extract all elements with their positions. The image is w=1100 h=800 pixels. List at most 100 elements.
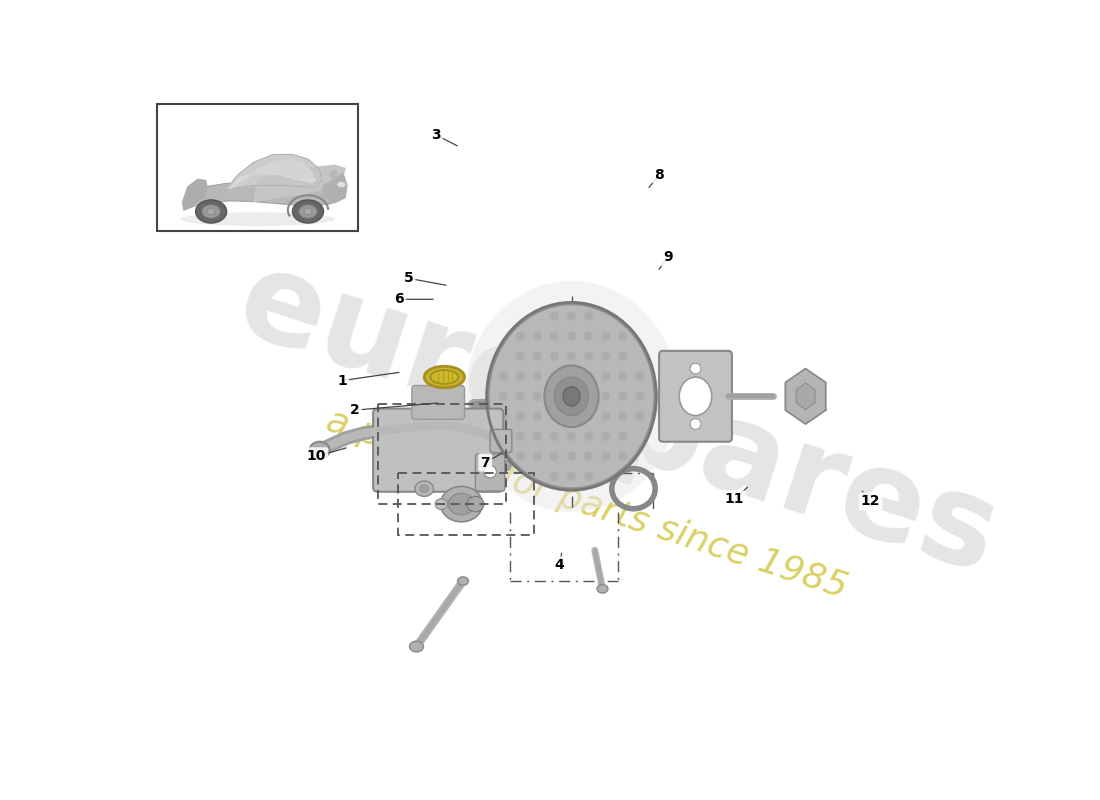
Ellipse shape xyxy=(618,452,627,461)
Text: 4: 4 xyxy=(554,558,564,572)
Circle shape xyxy=(690,418,701,430)
Ellipse shape xyxy=(618,392,627,401)
Ellipse shape xyxy=(618,412,627,421)
Ellipse shape xyxy=(566,472,576,481)
Ellipse shape xyxy=(566,412,576,421)
FancyBboxPatch shape xyxy=(659,351,732,442)
Ellipse shape xyxy=(419,485,429,493)
Ellipse shape xyxy=(498,392,508,401)
Polygon shape xyxy=(785,369,826,424)
Bar xyxy=(398,474,534,535)
Ellipse shape xyxy=(566,312,576,321)
Ellipse shape xyxy=(550,312,559,321)
Ellipse shape xyxy=(516,352,525,361)
Ellipse shape xyxy=(584,472,593,481)
Ellipse shape xyxy=(516,432,525,441)
Ellipse shape xyxy=(584,352,593,361)
Ellipse shape xyxy=(618,432,627,441)
Ellipse shape xyxy=(566,392,576,401)
Ellipse shape xyxy=(566,352,576,361)
Ellipse shape xyxy=(601,392,610,401)
Ellipse shape xyxy=(618,372,627,381)
Ellipse shape xyxy=(601,412,610,421)
Ellipse shape xyxy=(532,412,542,421)
Ellipse shape xyxy=(532,392,542,401)
Ellipse shape xyxy=(679,377,712,415)
Ellipse shape xyxy=(584,412,593,421)
Ellipse shape xyxy=(449,494,474,515)
Ellipse shape xyxy=(516,332,525,341)
Ellipse shape xyxy=(566,432,576,441)
Ellipse shape xyxy=(497,460,512,471)
Polygon shape xyxy=(330,170,338,179)
Ellipse shape xyxy=(516,372,525,381)
Text: 6: 6 xyxy=(395,292,404,306)
Polygon shape xyxy=(240,159,315,186)
Ellipse shape xyxy=(550,372,559,381)
Ellipse shape xyxy=(544,366,598,427)
Ellipse shape xyxy=(532,372,542,381)
Ellipse shape xyxy=(584,312,593,321)
Bar xyxy=(377,404,506,504)
FancyBboxPatch shape xyxy=(373,409,504,492)
Ellipse shape xyxy=(180,212,336,226)
Ellipse shape xyxy=(498,412,508,421)
Ellipse shape xyxy=(207,209,215,214)
Polygon shape xyxy=(254,166,345,202)
Ellipse shape xyxy=(584,432,593,441)
Ellipse shape xyxy=(425,366,464,388)
Text: 3: 3 xyxy=(431,128,441,142)
Ellipse shape xyxy=(488,304,654,489)
Text: 12: 12 xyxy=(861,494,880,508)
Ellipse shape xyxy=(516,412,525,421)
Ellipse shape xyxy=(618,332,627,341)
Text: 1: 1 xyxy=(338,374,346,387)
Text: 9: 9 xyxy=(663,250,672,264)
Ellipse shape xyxy=(299,205,317,218)
Ellipse shape xyxy=(550,432,559,441)
Bar xyxy=(157,104,359,230)
Circle shape xyxy=(690,363,701,374)
Ellipse shape xyxy=(201,205,220,218)
Polygon shape xyxy=(231,168,316,188)
Ellipse shape xyxy=(554,377,588,415)
Ellipse shape xyxy=(550,332,559,341)
Ellipse shape xyxy=(440,486,483,522)
Ellipse shape xyxy=(584,332,593,341)
Ellipse shape xyxy=(304,209,312,214)
Ellipse shape xyxy=(430,370,459,384)
Ellipse shape xyxy=(566,332,576,341)
Ellipse shape xyxy=(458,577,469,586)
Polygon shape xyxy=(219,154,322,201)
Ellipse shape xyxy=(635,392,645,401)
Polygon shape xyxy=(323,173,346,202)
Ellipse shape xyxy=(293,200,323,223)
Ellipse shape xyxy=(337,182,346,188)
Ellipse shape xyxy=(584,392,593,401)
Circle shape xyxy=(484,466,496,478)
Text: 10: 10 xyxy=(307,450,327,463)
Ellipse shape xyxy=(409,641,424,652)
Ellipse shape xyxy=(532,432,542,441)
Ellipse shape xyxy=(550,472,559,481)
Text: 7: 7 xyxy=(481,455,491,470)
Ellipse shape xyxy=(309,442,330,458)
Polygon shape xyxy=(184,181,346,210)
Polygon shape xyxy=(183,179,207,210)
Polygon shape xyxy=(796,383,815,410)
Text: 11: 11 xyxy=(725,493,744,506)
FancyBboxPatch shape xyxy=(411,386,464,419)
Ellipse shape xyxy=(601,352,610,361)
Text: 5: 5 xyxy=(404,271,414,286)
Text: eurospares: eurospares xyxy=(223,240,1012,599)
Ellipse shape xyxy=(566,372,576,381)
Ellipse shape xyxy=(550,452,559,461)
Ellipse shape xyxy=(532,332,542,341)
Ellipse shape xyxy=(196,200,227,223)
Ellipse shape xyxy=(532,352,542,361)
Ellipse shape xyxy=(601,332,610,341)
Text: 2: 2 xyxy=(350,403,360,417)
Ellipse shape xyxy=(597,585,608,593)
FancyBboxPatch shape xyxy=(475,454,505,491)
Ellipse shape xyxy=(635,372,645,381)
